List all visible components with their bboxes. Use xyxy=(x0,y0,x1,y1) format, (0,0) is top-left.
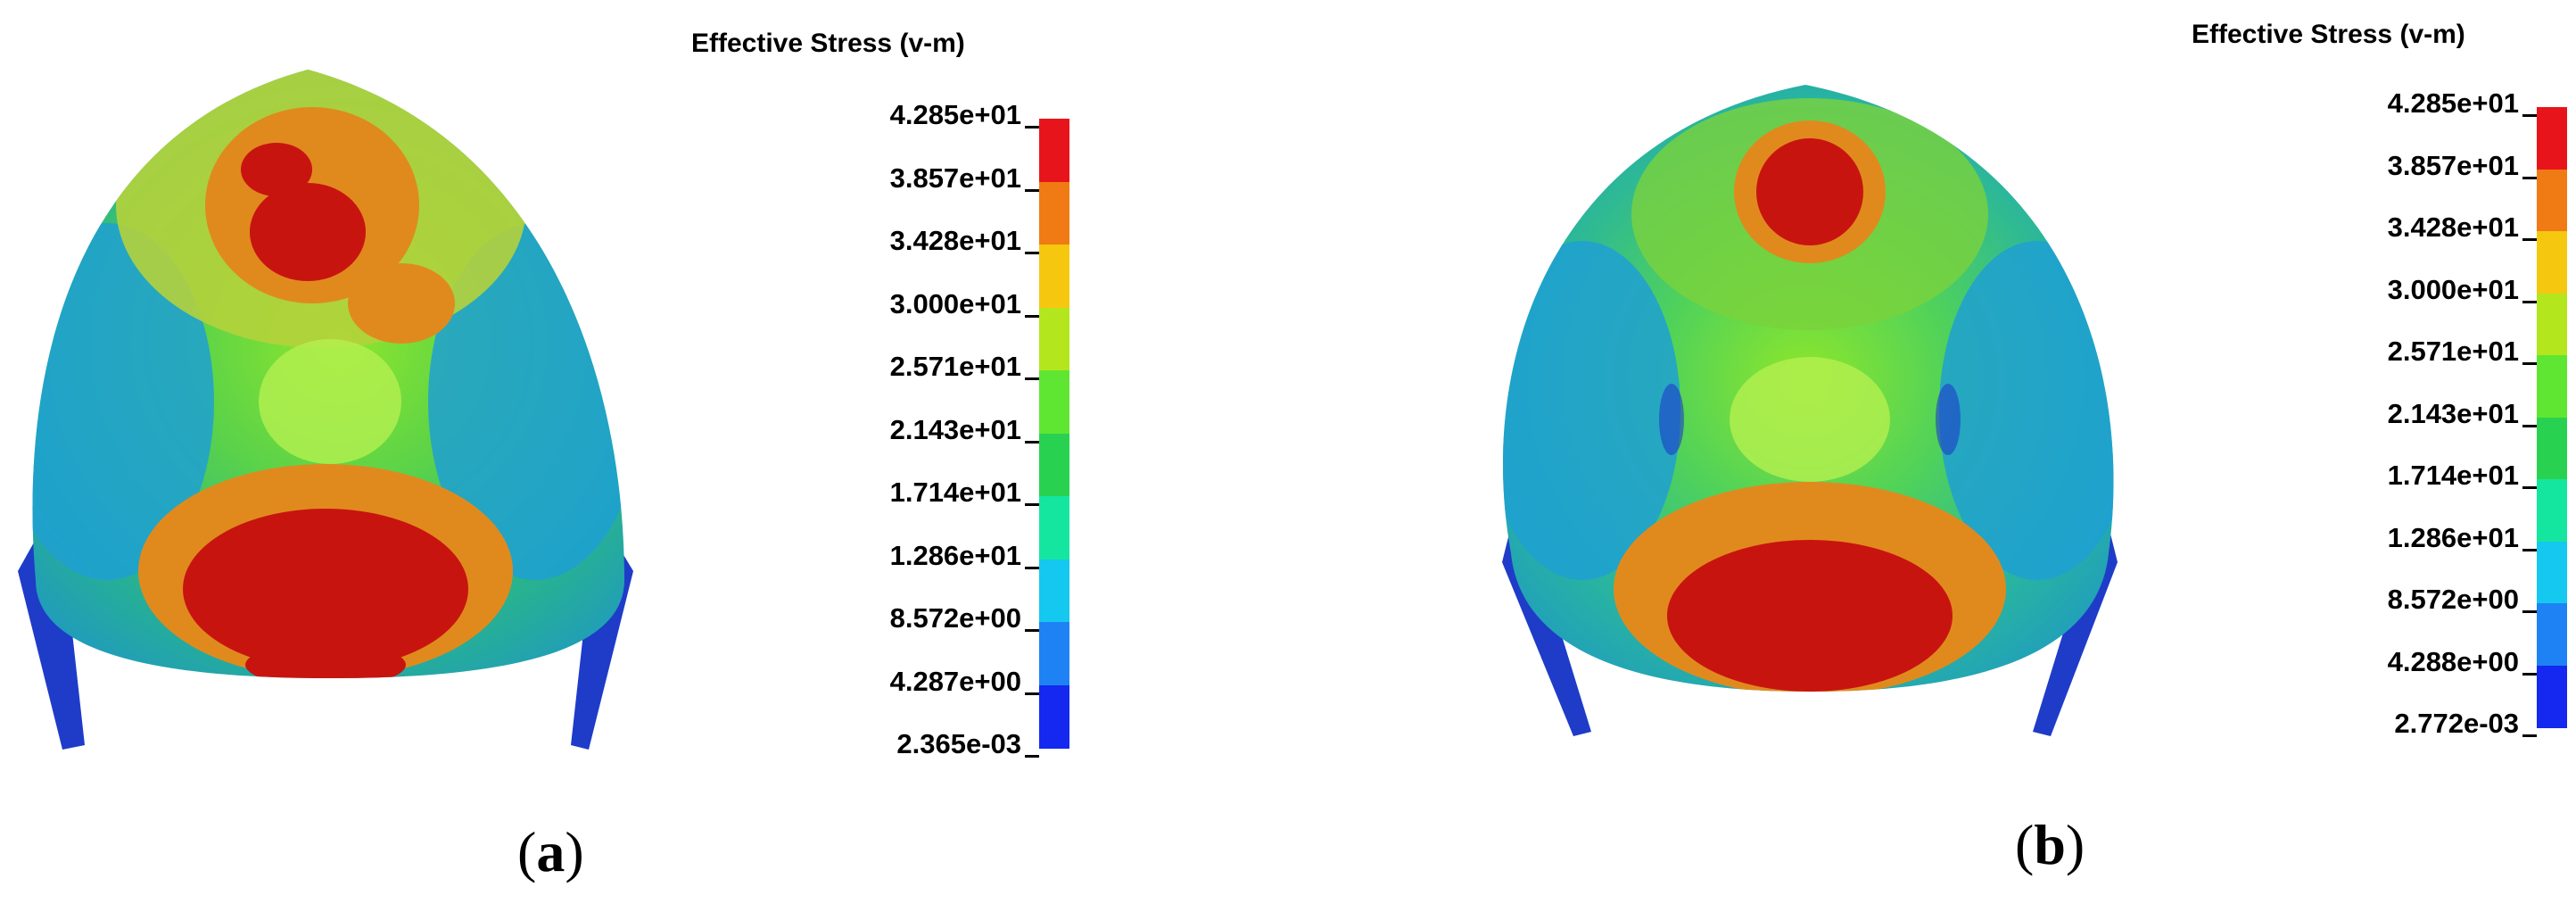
colorbar-swatch xyxy=(1039,181,1069,245)
tick-label: 8.572e+00 xyxy=(889,602,1021,634)
colorbar-swatch xyxy=(1039,433,1069,497)
tick-label: 2.143e+01 xyxy=(889,413,1021,445)
tick-label: 3.428e+01 xyxy=(2387,211,2519,243)
tick-mark xyxy=(1025,692,1039,695)
colorbar-swatch xyxy=(2537,293,2567,356)
colorbar xyxy=(1039,119,1069,749)
tick-mark xyxy=(2522,114,2537,117)
tick-mark xyxy=(1025,252,1039,254)
helmet-contour-plot-b xyxy=(1502,85,2118,736)
colorbar-swatch xyxy=(2537,355,2567,419)
colorbar-swatch xyxy=(1039,559,1069,623)
tick-label: 3.857e+01 xyxy=(889,162,1021,194)
colorbar-swatch xyxy=(1039,245,1069,309)
colorbar-swatch xyxy=(2537,665,2567,728)
legend-title: Effective Stress (v-m) xyxy=(691,29,965,58)
tick-mark xyxy=(2522,362,2537,365)
tick-mark xyxy=(2522,734,2537,737)
tick-label: 1.714e+01 xyxy=(2387,460,2519,491)
tick-mark xyxy=(1025,503,1039,506)
colorbar xyxy=(2537,107,2567,728)
tick-label: 1.714e+01 xyxy=(889,477,1021,508)
tick-label: 4.285e+01 xyxy=(889,99,1021,130)
tick-mark xyxy=(1025,188,1039,192)
left-ear-flap-a xyxy=(18,526,85,750)
tick-label: 1.286e+01 xyxy=(889,539,1021,571)
tick-mark xyxy=(1025,314,1039,318)
tick-mark xyxy=(2522,486,2537,489)
colorbar-swatch xyxy=(2537,169,2567,232)
colorbar-swatch xyxy=(2537,603,2567,667)
colorbar-swatch xyxy=(2537,107,2567,170)
tick-mark xyxy=(2522,548,2537,551)
helmet-contour-plot-a xyxy=(18,70,633,750)
tick-label: 2.143e+01 xyxy=(2387,397,2519,429)
colorbar-swatch xyxy=(2537,231,2567,294)
tick-label: 3.000e+01 xyxy=(2387,273,2519,305)
panel-a: Effective Stress (v-m) 4.285e+01 3.857e+0… xyxy=(18,29,1069,883)
tick-mark xyxy=(2522,300,2537,303)
tick-mark xyxy=(2522,238,2537,241)
tick-label: 1.286e+01 xyxy=(2387,521,2519,553)
tick-label: 2.571e+01 xyxy=(889,351,1021,382)
colorbar-swatch xyxy=(1039,622,1069,686)
tick-mark xyxy=(1025,629,1039,632)
tick-label: 4.285e+01 xyxy=(2387,87,2519,119)
panel-b: Effective Stress (v-m) 4.285e+01 3.857e+0… xyxy=(1288,0,2576,912)
caption-letter: a xyxy=(536,820,566,883)
panel-caption: (b) xyxy=(2015,813,2085,876)
tick-mark xyxy=(2522,610,2537,613)
colorbar-swatch xyxy=(2537,479,2567,543)
tick-mark xyxy=(1025,566,1039,569)
caption-letter: b xyxy=(2034,813,2066,876)
colorbar-swatch xyxy=(1039,307,1069,371)
tick-label: 4.287e+00 xyxy=(889,665,1021,697)
tick-label: 3.000e+01 xyxy=(889,287,1021,319)
tick-label: 3.857e+01 xyxy=(2387,149,2519,181)
colorbar-swatch xyxy=(1039,684,1069,749)
colorbar-swatch xyxy=(2537,417,2567,480)
tick-label: 2.571e+01 xyxy=(2387,336,2519,367)
tick-mark xyxy=(2522,672,2537,676)
tick-mark xyxy=(1025,755,1039,758)
tick-label: 2.772e-03 xyxy=(2394,708,2519,739)
panel-caption: (a) xyxy=(517,820,584,883)
colorbar-swatch xyxy=(2537,541,2567,604)
colorbar-swatch xyxy=(1039,496,1069,560)
colorbar-swatch xyxy=(1039,370,1069,435)
tick-mark xyxy=(1025,126,1039,129)
tick-label: 3.428e+01 xyxy=(889,225,1021,256)
tick-mark xyxy=(1025,377,1039,380)
tick-label: 4.288e+00 xyxy=(2387,645,2519,677)
tick-label: 8.572e+00 xyxy=(2387,584,2519,615)
legend-title: Effective Stress (v-m) xyxy=(2192,20,2465,49)
tick-mark xyxy=(1025,440,1039,444)
tick-mark xyxy=(2522,424,2537,427)
tick-mark xyxy=(2522,176,2537,179)
colorbar-swatch xyxy=(1039,119,1069,183)
tick-label: 2.365e-03 xyxy=(896,728,1021,759)
